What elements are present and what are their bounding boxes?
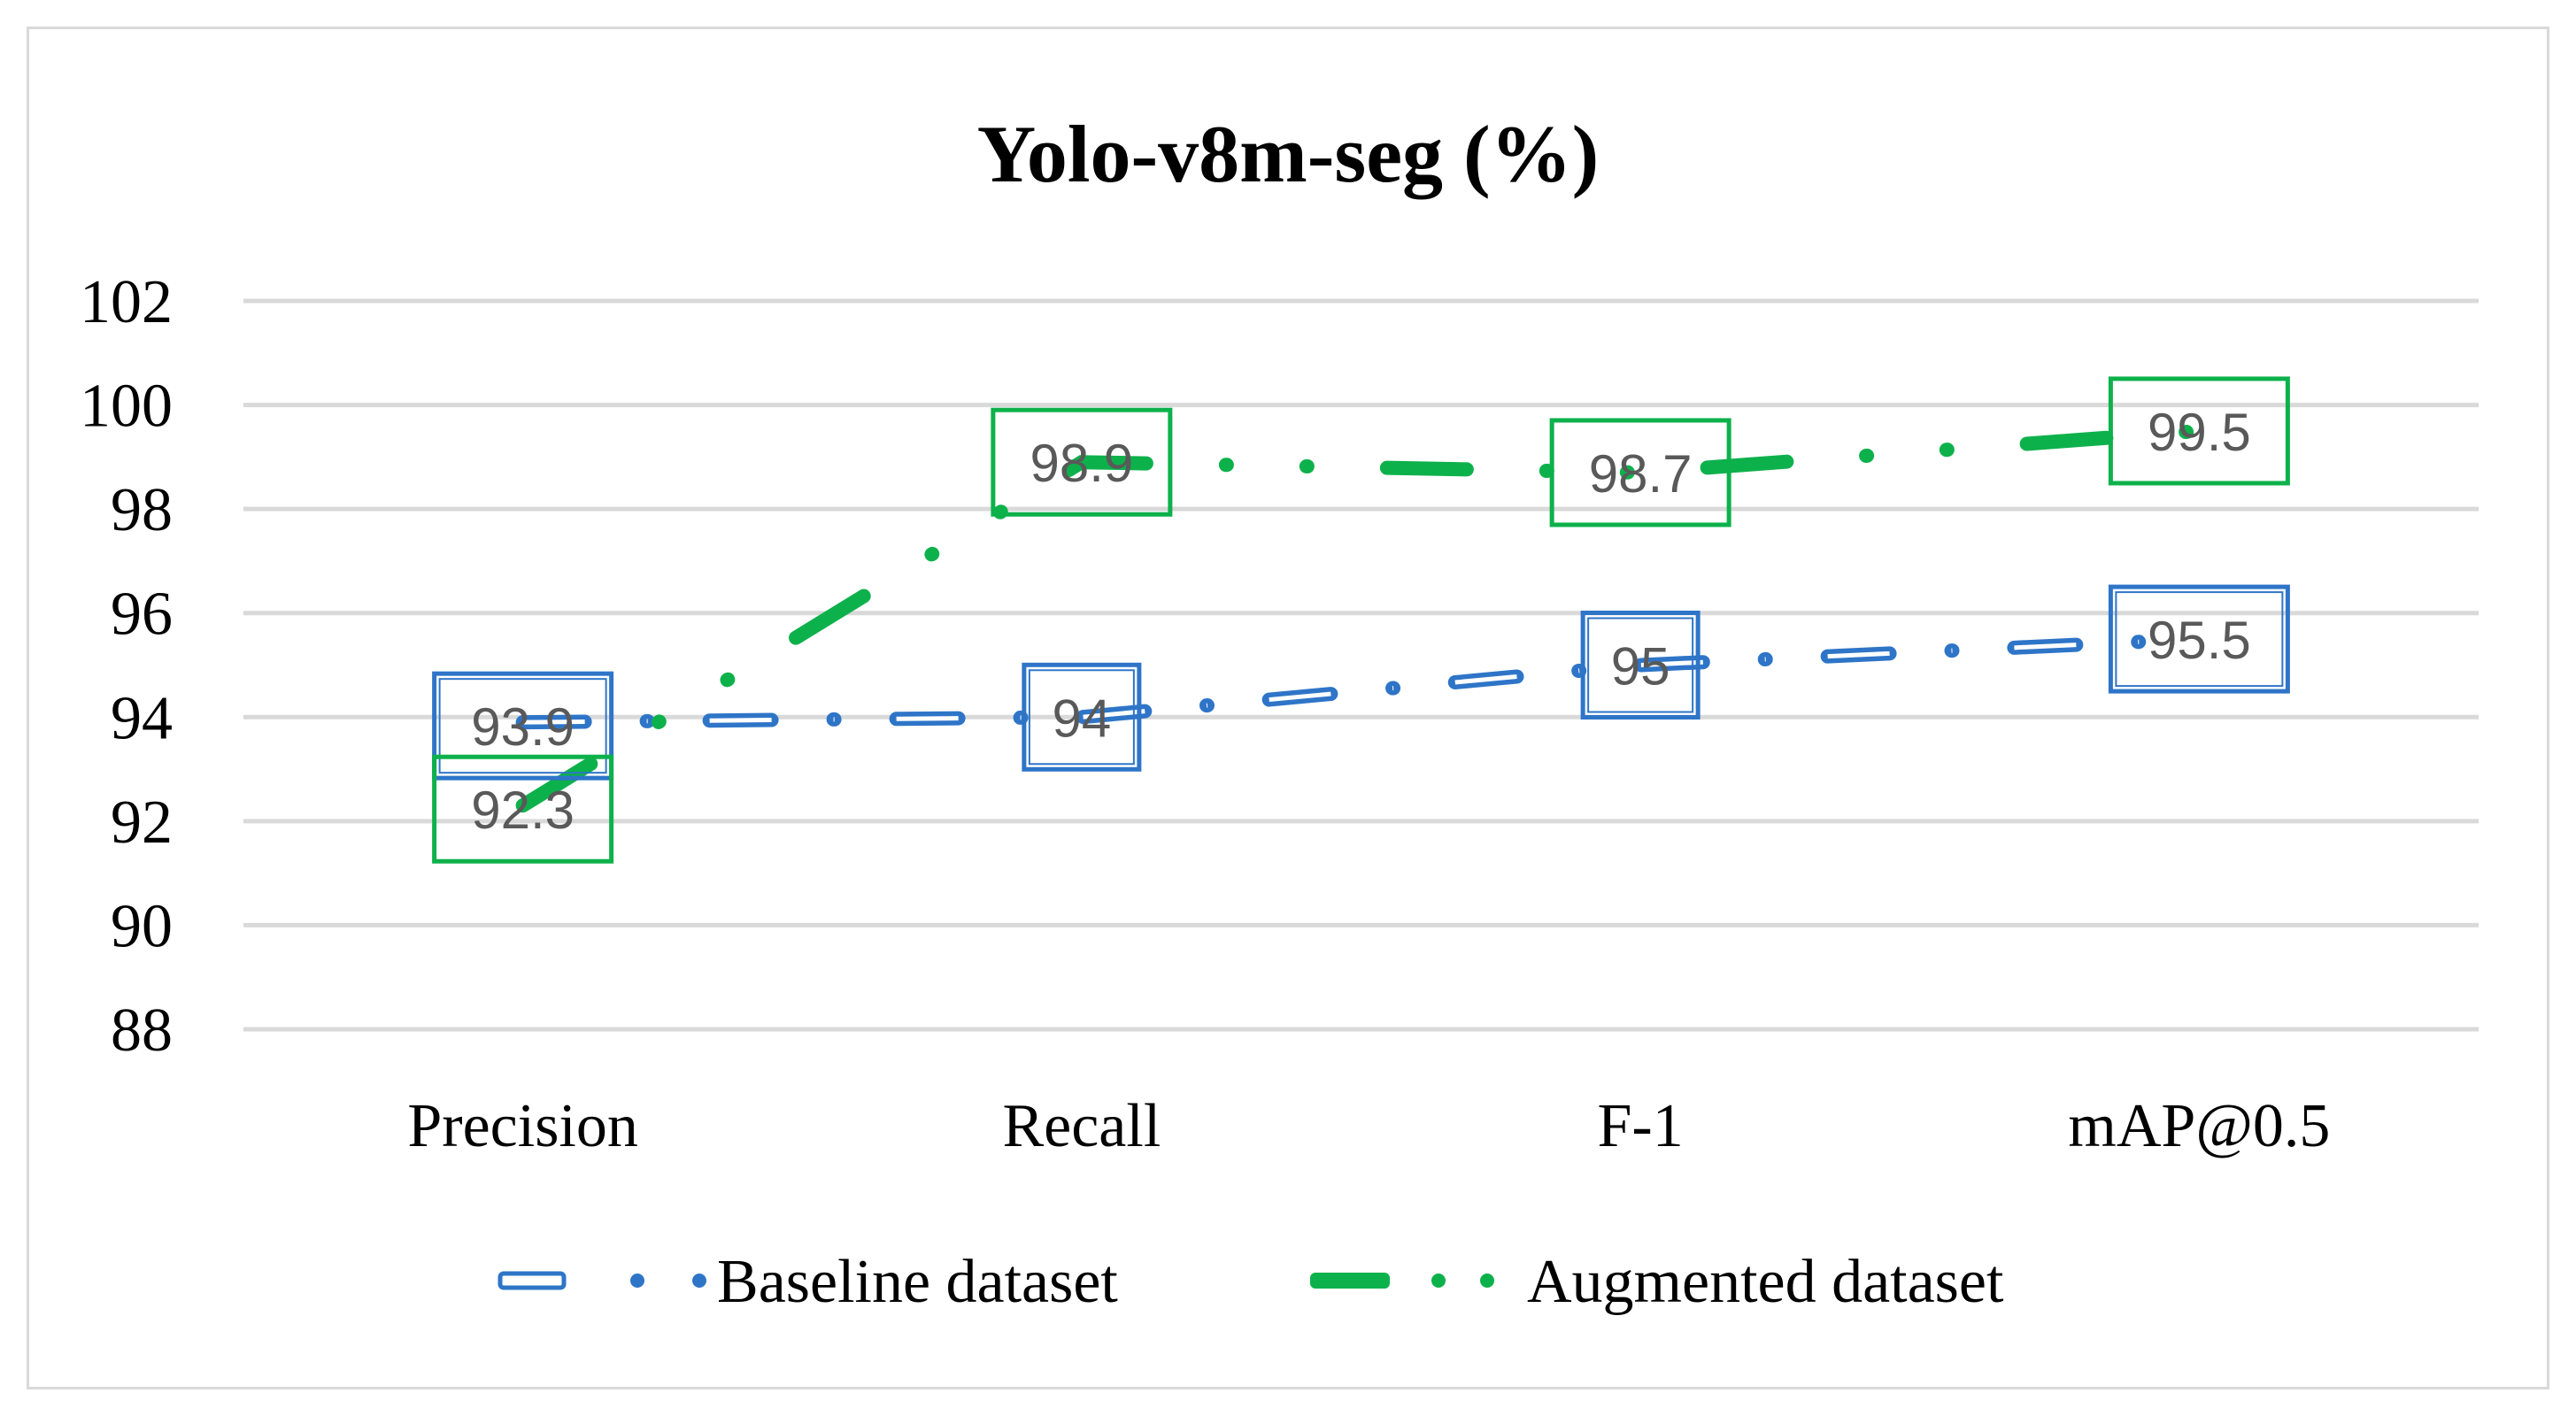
chart-frame	[27, 27, 2549, 1389]
y-tick-label: 92	[111, 789, 173, 857]
legend-swatch-augmented-dot	[1480, 1274, 1494, 1288]
data-label-box	[1549, 418, 1731, 527]
y-tick-label: 96	[111, 581, 173, 649]
data-label-box-inner	[438, 678, 607, 774]
data-label-box-inner	[1028, 669, 1135, 766]
data-label-box	[2108, 376, 2290, 486]
legend-swatch-baseline-dash	[497, 1271, 567, 1290]
y-tick-label: 88	[111, 997, 173, 1065]
legend-swatch-augmented-dash	[1310, 1273, 1390, 1289]
data-label-box-inner	[1587, 617, 1694, 713]
series-lines	[515, 423, 2207, 813]
x-category-label: F-1	[1598, 1092, 1684, 1160]
data-label-box	[1022, 662, 1142, 772]
data-label-box	[432, 754, 614, 864]
baseline-series-line	[515, 632, 2207, 730]
data-label-box	[2108, 584, 2290, 694]
grid-lines	[243, 298, 2479, 1032]
data-labels: 93.9 94 95 95.5 92.3 98.9 98.7 99.5	[432, 376, 2290, 864]
legend-swatch-augmented-dot	[1431, 1274, 1446, 1288]
data-label: 93.9	[471, 697, 575, 757]
data-label-box-inner	[2115, 591, 2284, 688]
x-category-label: mAP@0.5	[2068, 1092, 2330, 1160]
augmented-series-line	[515, 423, 2207, 813]
x-category-label: Precision	[407, 1092, 638, 1160]
y-tick-label: 100	[80, 373, 173, 441]
chart-title: Yolo-v8m-seg (%)	[977, 109, 1600, 199]
legend-label: Baseline dataset	[717, 1248, 1118, 1316]
legend: Baseline dataset Augmented dataset	[497, 1248, 2004, 1316]
data-label: 98.9	[1030, 434, 1133, 493]
y-tick-label: 98	[111, 476, 173, 544]
data-label: 98.7	[1589, 444, 1693, 504]
data-label: 99.5	[2148, 403, 2251, 462]
x-category-label: Recall	[1002, 1092, 1161, 1160]
x-axis-categories: Precision Recall F-1 mAP@0.5	[407, 1092, 2330, 1160]
data-label-box	[1580, 611, 1701, 720]
y-tick-label: 90	[111, 892, 173, 960]
y-tick-label: 102	[80, 268, 173, 336]
legend-label: Augmented dataset	[1527, 1248, 2004, 1316]
data-label: 94	[1053, 689, 1112, 748]
data-label: 95.5	[2148, 611, 2251, 670]
y-axis-ticks: 88 90 92 94 96 98 100 102	[80, 268, 173, 1065]
legend-swatch-baseline-dot	[692, 1274, 706, 1288]
data-label: 92.3	[471, 781, 575, 840]
data-label-box	[991, 407, 1173, 517]
data-label-box	[432, 671, 614, 781]
data-label: 95	[1611, 637, 1670, 696]
legend-swatch-baseline-dot	[630, 1274, 644, 1288]
y-tick-label: 94	[111, 684, 173, 752]
